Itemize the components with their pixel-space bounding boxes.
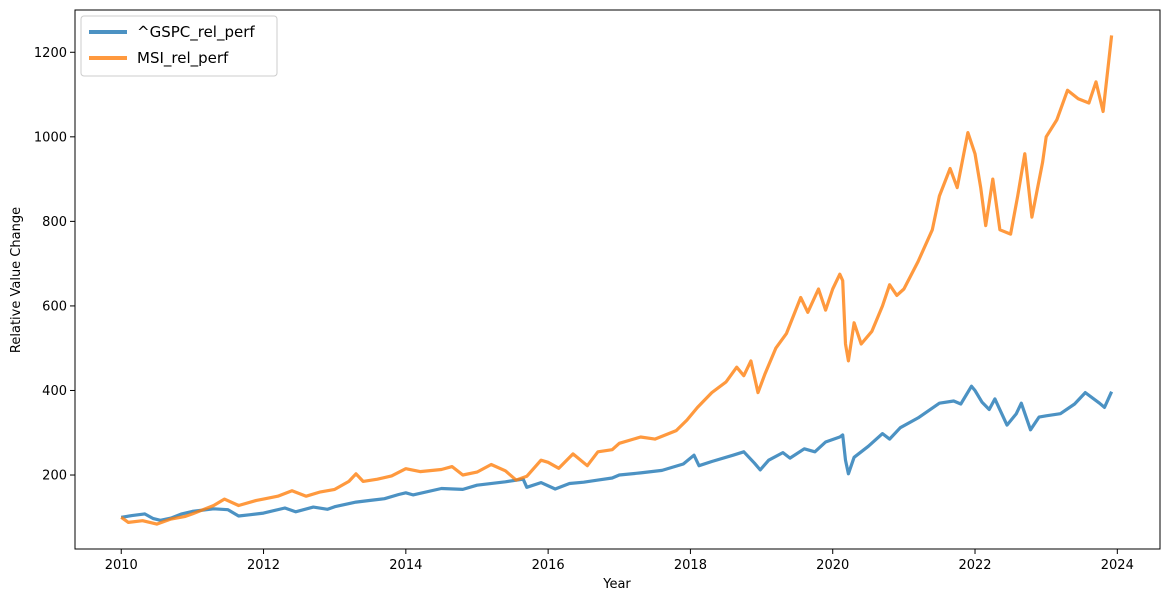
series-line-gspc (120, 384, 1114, 522)
y-tick-label: 600 (42, 299, 67, 314)
x-axis-title: Year (602, 577, 631, 592)
x-tick-label: 2012 (247, 558, 280, 573)
x-tick-label: 2016 (532, 558, 565, 573)
x-tick-label: 2010 (105, 558, 138, 573)
y-tick-label: 1200 (34, 46, 67, 61)
x-tick-label: 2022 (958, 558, 991, 573)
x-tick-label: 2018 (674, 558, 707, 573)
x-tick-label: 2020 (816, 558, 849, 573)
y-axis-ticks: 200 400 600 800 1000 1200 (34, 46, 75, 484)
x-tick-label: 2024 (1101, 558, 1134, 573)
x-axis-ticks: 2010 2012 2014 2016 2018 2020 2022 2024 (105, 549, 1134, 573)
legend-label-msi: MSI_rel_perf (137, 49, 229, 68)
legend: ^GSPC_rel_perf MSI_rel_perf (80, 15, 278, 77)
series-layer (120, 35, 1114, 526)
x-tick-label: 2014 (389, 558, 422, 573)
y-tick-label: 1000 (34, 130, 67, 145)
y-tick-label: 200 (42, 469, 67, 484)
legend-label-gspc: ^GSPC_rel_perf (137, 23, 255, 42)
legend-box (80, 15, 278, 77)
y-tick-label: 800 (42, 215, 67, 230)
y-axis-title: Relative Value Change (9, 207, 24, 353)
series-line-msi (120, 35, 1114, 526)
plot-area (74, 9, 1161, 550)
y-tick-label: 400 (42, 384, 67, 399)
